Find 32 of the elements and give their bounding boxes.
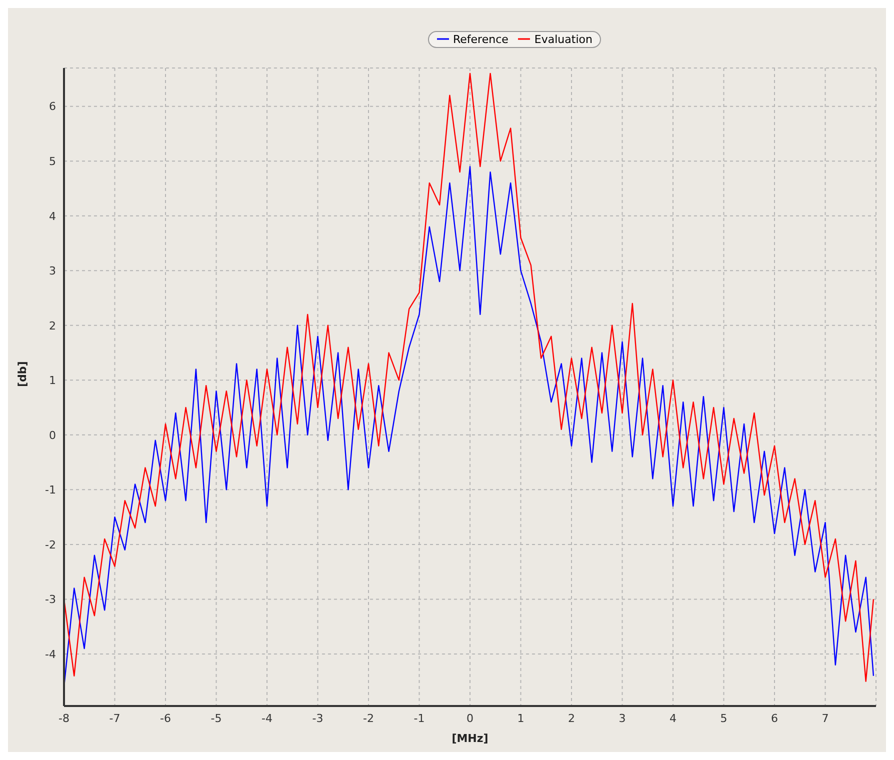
y-tick-label: 0 <box>49 428 56 442</box>
y-tick-label: 2 <box>49 319 56 332</box>
y-tick-label: 3 <box>49 264 56 278</box>
x-tick-label: 4 <box>670 712 676 725</box>
y-tick-label: -3 <box>45 593 56 606</box>
y-tick-label: 5 <box>49 155 56 168</box>
y-axis-title: [db] <box>16 361 29 387</box>
x-tick-label: -5 <box>210 712 222 725</box>
legend-label: Evaluation <box>533 32 592 46</box>
x-tick-label: -8 <box>58 712 70 725</box>
y-tick-label: -2 <box>45 538 56 552</box>
x-tick-label: -1 <box>414 712 425 725</box>
x-tick-label: -3 <box>312 712 324 725</box>
y-tick-label: 1 <box>49 374 56 388</box>
x-tick-label: -2 <box>363 712 374 725</box>
y-tick-label: 6 <box>49 100 56 114</box>
y-tick-label: -1 <box>45 484 56 497</box>
x-tick-label: 6 <box>771 712 778 725</box>
line-series <box>64 72 874 682</box>
x-tick-label: 7 <box>822 712 829 725</box>
x-tick-label: -6 <box>160 712 171 725</box>
y-tick-label: -4 <box>45 648 56 661</box>
y-tick-label: 4 <box>49 210 56 223</box>
x-tick-label: 0 <box>466 712 474 725</box>
x-tick-label: 5 <box>720 712 728 725</box>
x-axis-title: [MHz] <box>452 732 488 745</box>
x-tick-label: 2 <box>568 712 575 725</box>
x-tick-label: 3 <box>618 712 626 725</box>
x-tick-label: -4 <box>262 712 272 725</box>
x-tick-label: 1 <box>517 712 524 725</box>
x-tick-label: -7 <box>109 712 120 725</box>
legend-label: Reference <box>452 32 508 46</box>
